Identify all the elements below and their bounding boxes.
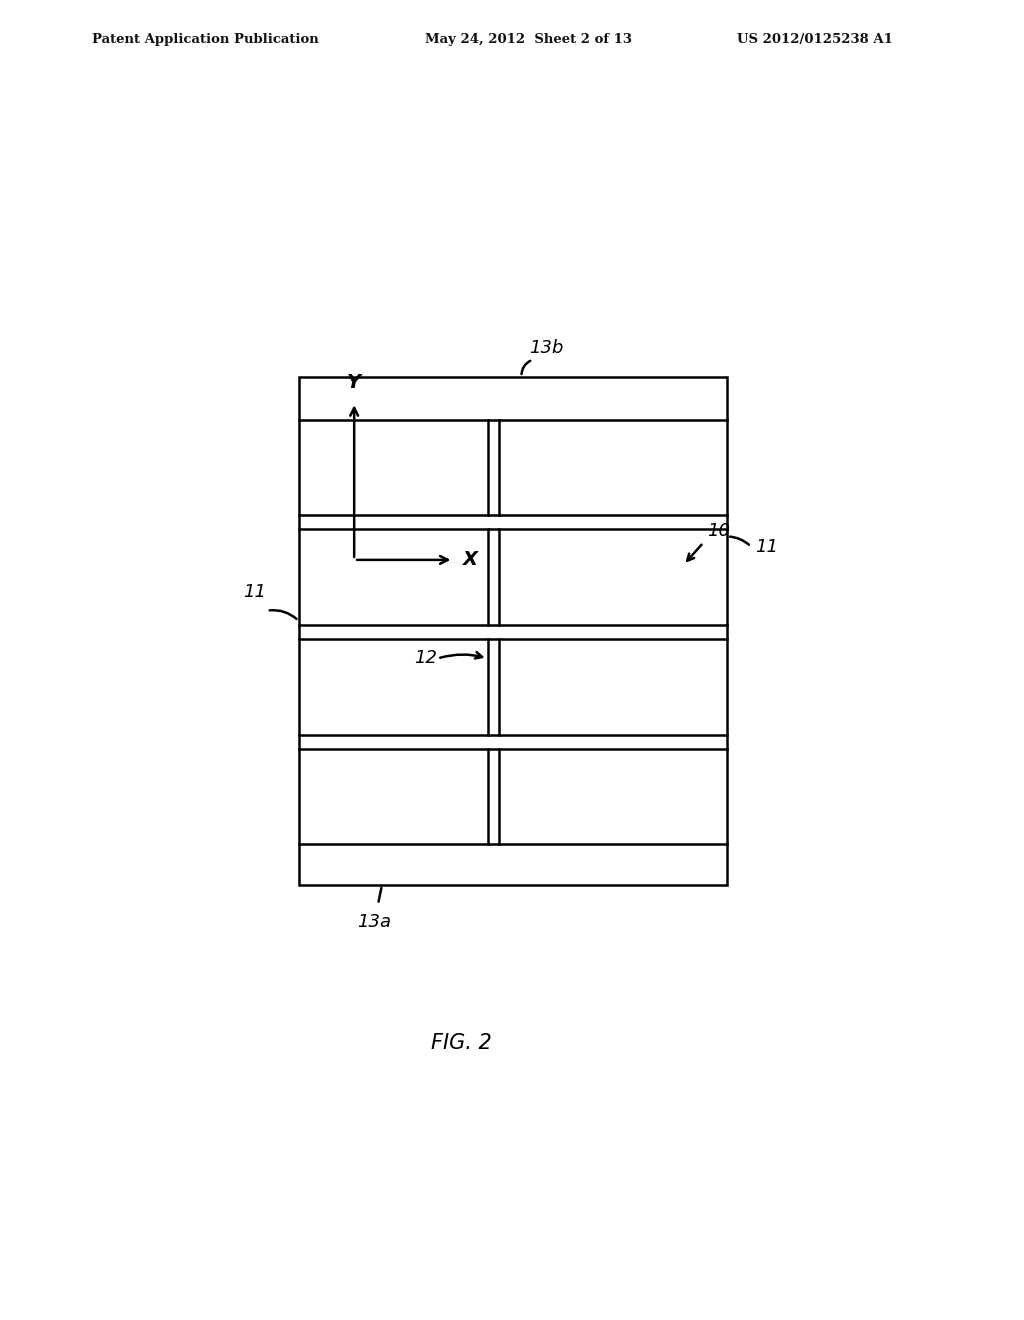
Text: 13b: 13b: [528, 339, 563, 356]
Text: Patent Application Publication: Patent Application Publication: [92, 33, 318, 46]
Text: 11: 11: [244, 582, 266, 601]
Text: X: X: [463, 550, 478, 569]
Bar: [299, 378, 727, 886]
Text: 11: 11: [755, 537, 778, 556]
Text: 13a: 13a: [357, 912, 391, 931]
Text: May 24, 2012  Sheet 2 of 13: May 24, 2012 Sheet 2 of 13: [425, 33, 632, 46]
Text: Y: Y: [347, 374, 361, 392]
Text: 12: 12: [414, 649, 437, 668]
Text: FIG. 2: FIG. 2: [431, 1032, 492, 1052]
Text: 10: 10: [708, 521, 730, 540]
Text: US 2012/0125238 A1: US 2012/0125238 A1: [737, 33, 893, 46]
